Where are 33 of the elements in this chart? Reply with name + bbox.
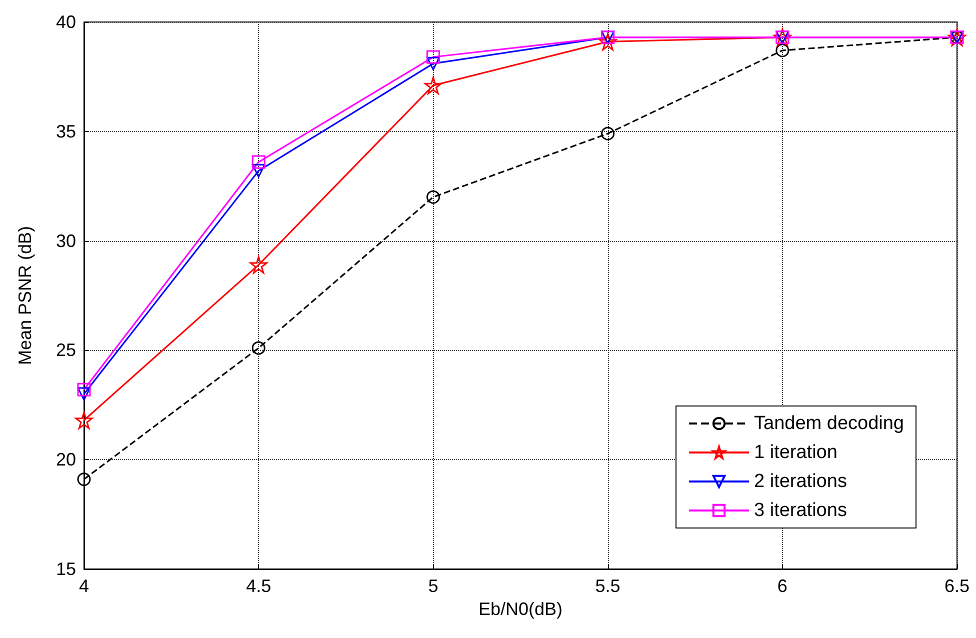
- legend-label: 3 iterations: [754, 500, 847, 521]
- point: [426, 56, 440, 70]
- legend-label: Tandem decoding: [754, 413, 904, 434]
- y-axis-title: Mean PSNR (dB): [15, 226, 35, 366]
- point: [77, 472, 91, 486]
- x-tick-label: 5.5: [595, 576, 620, 596]
- point: [252, 164, 266, 178]
- y-tick-label: 40: [56, 12, 76, 32]
- point: [426, 190, 440, 204]
- point: [776, 44, 790, 58]
- y-tick-label: 30: [56, 230, 76, 251]
- point: [252, 341, 266, 355]
- point: [599, 32, 617, 50]
- y-tick-label: 25: [56, 340, 76, 360]
- x-tick-label: 6: [777, 576, 788, 596]
- point: [426, 50, 440, 64]
- point: [424, 76, 442, 94]
- legend-label: 1 iteration: [754, 442, 838, 463]
- point: [77, 387, 91, 401]
- legend-label: 2 iterations: [754, 471, 847, 492]
- x-tick-label: 4.5: [246, 576, 272, 596]
- y-tick-label: 15: [56, 559, 76, 579]
- x-axis-title: Eb/N0(dB): [478, 598, 563, 619]
- point: [252, 155, 266, 169]
- x-tick-label: 6.5: [944, 576, 970, 596]
- y-tick-label: 35: [56, 121, 76, 142]
- point: [601, 126, 615, 140]
- y-tick-label: 20: [56, 450, 76, 470]
- point: [75, 411, 93, 429]
- x-tick-label: 4: [78, 576, 90, 596]
- point: [250, 256, 268, 274]
- x-tick-label: 5: [428, 576, 438, 596]
- point: [77, 382, 91, 396]
